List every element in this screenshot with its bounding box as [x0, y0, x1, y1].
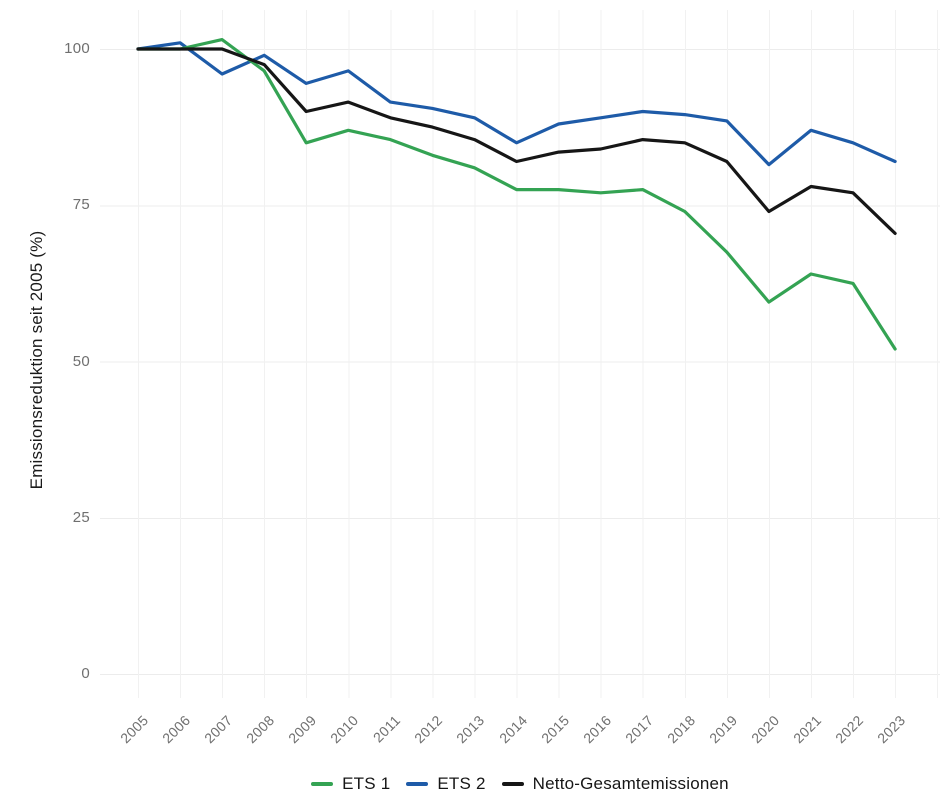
y-tick-label: 50: [72, 352, 90, 370]
legend-item-ets-1[interactable]: ETS 1: [311, 774, 390, 794]
y-tick-label: 75: [72, 196, 90, 214]
y-tick-label: 25: [72, 508, 90, 526]
series-line-ets-1: [136, 37, 897, 351]
legend-swatch: [406, 782, 429, 786]
legend-swatch: [311, 782, 334, 786]
legend-item-netto-gesamtemissionen[interactable]: Netto-Gesamtemissionen: [501, 774, 729, 794]
legend: ETS 1 ETS 2 Netto-Gesamtemissionen: [100, 771, 940, 797]
y-tick-label: 0: [81, 665, 90, 682]
legend-label: ETS 1: [342, 774, 391, 793]
series-line-ets-2: [136, 41, 897, 167]
series-line-netto-gesamtemissionen: [136, 47, 897, 235]
legend-label: ETS 2: [437, 774, 486, 793]
legend-swatch: [501, 782, 524, 786]
y-tick-label: 100: [64, 40, 90, 57]
legend-item-ets-2[interactable]: ETS 2: [406, 774, 485, 794]
legend-label: Netto-Gesamtemissionen: [532, 774, 729, 793]
